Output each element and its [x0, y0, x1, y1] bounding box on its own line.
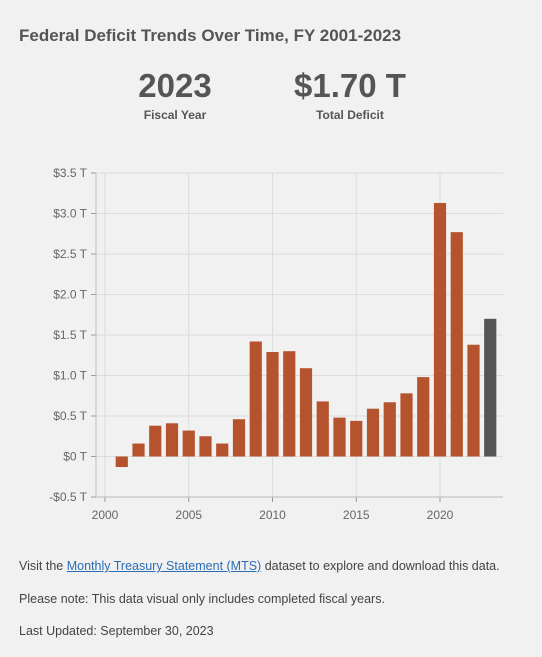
total-deficit-stat: $1.70 T Total Deficit: [280, 66, 420, 122]
bar-2014: [333, 417, 346, 457]
y-tick-label: $3.5 T: [53, 166, 87, 180]
y-tick-label: $2.5 T: [53, 247, 87, 261]
fiscal-year-label: Fiscal Year: [143, 108, 207, 122]
visit-suffix: dataset to explore and download this dat…: [261, 559, 500, 573]
bar-2013: [316, 401, 329, 457]
chart-title: Federal Deficit Trends Over Time, FY 200…: [19, 26, 402, 45]
bar-2016: [366, 408, 380, 457]
bar-2009: [249, 341, 262, 457]
bar-2018: [400, 393, 413, 457]
bar-2019: [417, 377, 430, 457]
total-deficit-label: Total Deficit: [316, 108, 384, 122]
total-deficit-value: $1.70 T: [294, 67, 406, 104]
x-tick-label: 2015: [343, 508, 370, 522]
bar-2005: [182, 430, 195, 457]
x-tick-label: 2000: [92, 508, 119, 522]
fiscal-year-stat: 2023 Fiscal Year: [125, 66, 225, 122]
y-tick-label: $3.0 T: [53, 207, 87, 221]
x-tick-label: 2010: [259, 508, 286, 522]
note-text: Please note: This data visual only inclu…: [19, 592, 385, 606]
x-tick-label: 2005: [175, 508, 202, 522]
y-tick-label: $1.0 T: [53, 369, 87, 383]
bar-2017: [383, 402, 396, 457]
bar-2023: [484, 318, 497, 457]
bar-2007: [216, 443, 229, 457]
bar-2003: [149, 425, 162, 457]
bar-2004: [165, 423, 179, 457]
bar-2008: [232, 419, 246, 457]
bar-2011: [283, 351, 296, 457]
mts-dataset-link[interactable]: Monthly Treasury Statement (MTS): [66, 559, 262, 573]
visit-text: Visit the Monthly Treasury Statement (MT…: [19, 559, 500, 573]
bar-2002: [132, 443, 145, 457]
bar-2015: [350, 420, 363, 457]
bar-2020: [433, 202, 447, 457]
bar-2001: [115, 456, 128, 468]
y-tick-label: $0 T: [63, 450, 87, 464]
bar-2021: [450, 232, 463, 457]
fiscal-year-value: 2023: [138, 67, 212, 104]
y-tick-label: $1.5 T: [53, 328, 87, 342]
last-updated-text: Last Updated: September 30, 2023: [19, 624, 214, 638]
y-tick-label: $2.0 T: [53, 288, 87, 302]
bar-2006: [199, 436, 212, 457]
bar-2010: [266, 352, 279, 457]
x-tick-label: 2020: [427, 508, 454, 522]
y-tick-label: -$0.5 T: [49, 490, 87, 504]
bar-2022: [467, 344, 480, 457]
visit-prefix: Visit the: [19, 559, 67, 573]
deficit-bar-chart: -$0.5 T $0 T $0.5 T $1.0 T $1.5 T $2.0 T $2.5 …: [49, 166, 503, 522]
bar-2012: [299, 368, 313, 457]
y-tick-label: $0.5 T: [53, 409, 87, 423]
